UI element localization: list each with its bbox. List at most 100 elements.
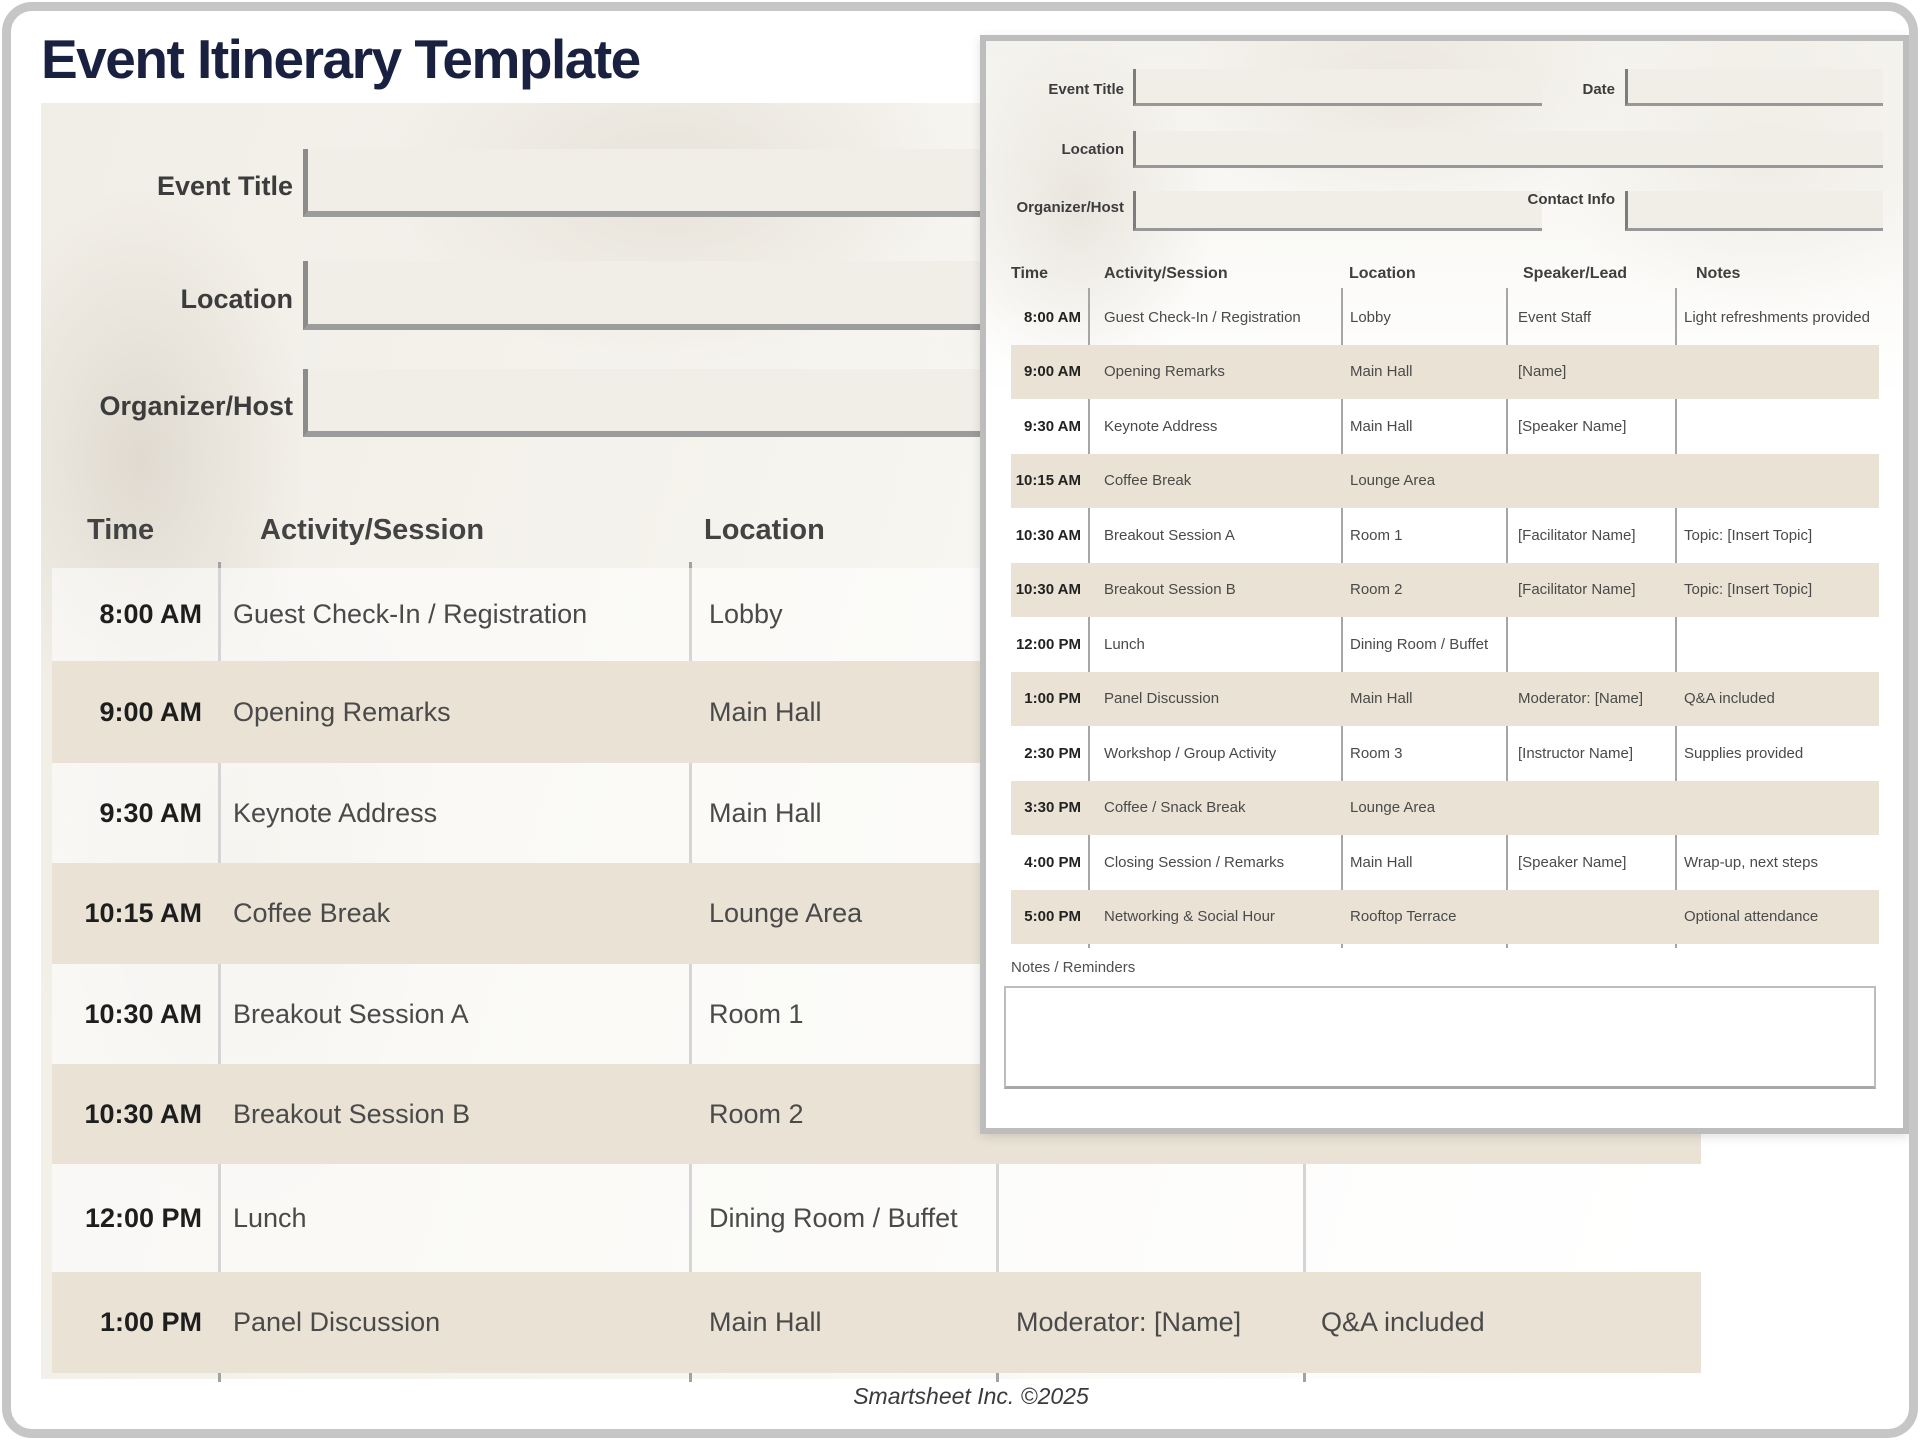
event-title-label: Event Title	[1048, 81, 1124, 98]
contact-info-input[interactable]	[1625, 191, 1883, 231]
cell-time: 1:00 PM	[1024, 690, 1081, 707]
table-row: 3:30 PM Coffee / Snack Break Lounge Area	[1011, 781, 1879, 835]
cell-location: Main Hall	[709, 696, 822, 727]
organizer-input[interactable]	[303, 369, 1001, 437]
cell-activity: Breakout Session B	[233, 1098, 471, 1129]
cell-activity: Panel Discussion	[1104, 690, 1220, 707]
table-row: 4:00 PM Closing Session / Remarks Main Hal…	[1011, 835, 1879, 890]
table-row: 5:00 PM Networking & Social Hour Rooftop T…	[1011, 890, 1879, 944]
cell-activity: Breakout Session A	[233, 998, 469, 1029]
cell-activity: Coffee Break	[1104, 472, 1192, 489]
cell-activity: Opening Remarks	[1104, 363, 1225, 380]
cell-time: 12:00 PM	[1015, 635, 1081, 653]
cell-activity: Networking & Social Hour	[1104, 908, 1275, 925]
cell-activity: Breakout Session B	[1104, 581, 1236, 598]
cell-speaker	[1518, 890, 1673, 944]
cell-speaker: [Name]	[1518, 363, 1567, 380]
table-row: 1:00 PM Panel Discussion Main Hall Moderato…	[52, 1272, 1701, 1373]
organizer-label: Organizer/Host	[99, 391, 293, 421]
cell-time: 10:30 AM	[1015, 526, 1081, 544]
cell-speaker: [Facilitator Name]	[1518, 526, 1636, 544]
cell-notes: Topic: [Insert Topic]	[1684, 526, 1813, 544]
cell-notes: Q&A included	[1684, 690, 1775, 707]
table-row: 12:00 PM Lunch Dining Room / Buffet	[52, 1164, 1701, 1272]
cell-time: 10:30 AM	[84, 1098, 202, 1129]
cell-location: Lobby	[1350, 308, 1391, 326]
cell-time: 10:15 AM	[84, 898, 202, 929]
cell-activity: Guest Check-In / Registration	[233, 599, 588, 630]
cell-speaker: Moderator: [Name]	[1016, 1307, 1242, 1338]
cell-time: 3:30 PM	[1024, 799, 1081, 816]
notes-reminders-input[interactable]	[1004, 986, 1876, 1089]
table-row: 10:30 AM Breakout Session B Room 2 [Facilit…	[1011, 563, 1879, 617]
cell-time: 8:00 AM	[99, 599, 202, 630]
cell-notes: Optional attendance	[1684, 908, 1819, 925]
notes-reminders-label: Notes / Reminders	[1011, 959, 1136, 976]
cell-activity: Coffee Break	[233, 898, 391, 929]
contact-info-label: Contact Info	[1527, 191, 1616, 208]
cell-time: 10:15 AM	[1015, 472, 1081, 489]
column-header-time: Time	[1011, 265, 1049, 282]
column-header-activity: Activity/Session	[260, 514, 485, 546]
cell-activity: Opening Remarks	[233, 696, 451, 727]
location-label: Location	[180, 284, 294, 314]
cell-location: Room 3	[1350, 744, 1403, 762]
cell-activity: Keynote Address	[1104, 417, 1218, 435]
cell-time: 1:00 PM	[99, 1307, 202, 1338]
cell-speaker	[1518, 781, 1673, 835]
cell-location: Room 2	[709, 1098, 804, 1129]
cell-activity: Workshop / Group Activity	[1104, 744, 1277, 762]
cell-activity: Lunch	[233, 1202, 307, 1233]
cell-notes	[1684, 617, 1874, 672]
column-header-location: Location	[1349, 265, 1416, 282]
cell-activity: Breakout Session A	[1104, 526, 1235, 544]
cell-location: Main Hall	[1350, 363, 1413, 380]
cell-time: 2:30 PM	[1024, 744, 1081, 762]
cell-location: Dining Room / Buffet	[709, 1202, 958, 1233]
cell-speaker	[1518, 617, 1673, 672]
cell-notes: Wrap-up, next steps	[1684, 853, 1818, 871]
cell-speaker: [Speaker Name]	[1518, 853, 1627, 871]
cell-notes: Light refreshments provided	[1684, 308, 1870, 326]
event-title-input[interactable]	[303, 149, 1001, 217]
cell-location: Lounge Area	[1350, 799, 1436, 816]
location-input[interactable]	[303, 261, 1001, 330]
column-header-time: Time	[87, 514, 155, 546]
cell-speaker: Event Staff	[1518, 308, 1592, 326]
column-header-location: Location	[704, 514, 825, 546]
cell-location: Rooftop Terrace	[1350, 908, 1457, 925]
organizer-input[interactable]	[1133, 191, 1542, 231]
cell-time: 8:00 AM	[1024, 308, 1081, 326]
event-title-input[interactable]	[1133, 69, 1542, 106]
cell-location: Dining Room / Buffet	[1350, 635, 1489, 653]
footer-credit: Smartsheet Inc. ©2025	[853, 1383, 1089, 1409]
cell-location: Main Hall	[1350, 853, 1413, 871]
cell-speaker: [Instructor Name]	[1518, 744, 1634, 762]
cell-notes: Topic: [Insert Topic]	[1684, 581, 1813, 598]
column-divider	[1088, 288, 1090, 948]
cell-activity: Keynote Address	[233, 797, 438, 828]
table-row: 8:00 AM Guest Check-In / Registration Lobb…	[1011, 290, 1879, 345]
page-title: Event Itinerary Template	[41, 28, 641, 90]
date-label: Date	[1582, 81, 1615, 98]
cell-notes	[1684, 454, 1874, 508]
cell-time: 4:00 PM	[1024, 853, 1081, 871]
cell-speaker: Moderator: [Name]	[1518, 690, 1644, 707]
cell-location: Main Hall	[709, 1307, 822, 1338]
cell-activity: Panel Discussion	[233, 1307, 441, 1338]
organizer-label: Organizer/Host	[1016, 199, 1124, 216]
cell-speaker: [Speaker Name]	[1518, 417, 1627, 435]
date-input[interactable]	[1625, 69, 1883, 106]
cell-time: 12:00 PM	[84, 1202, 202, 1233]
table-row: 1:00 PM Panel Discussion Main Hall Moderato…	[1011, 672, 1879, 726]
template-preview-overlay: Event Title Date Location Organizer/Host…	[980, 35, 1909, 1134]
location-input[interactable]	[1133, 131, 1883, 168]
cell-notes	[1321, 1164, 1701, 1272]
table-row: 10:15 AM Coffee Break Lounge Area	[1011, 454, 1879, 508]
table-row: 9:00 AM Opening Remarks Main Hall [Name]	[1011, 345, 1879, 399]
cell-time: 10:30 AM	[84, 998, 202, 1029]
table-row: 9:30 AM Keynote Address Main Hall [Speaker …	[1011, 399, 1879, 454]
cell-activity: Coffee / Snack Break	[1104, 799, 1246, 816]
cell-location: Room 2	[1350, 581, 1403, 598]
